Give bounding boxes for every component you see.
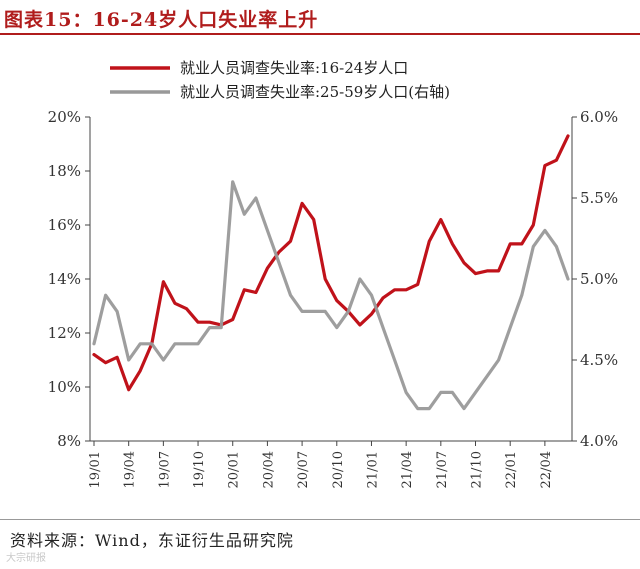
source-note: 资料来源：Wind，东证衍生品研究院 [10,531,294,550]
footer-divider [0,519,640,520]
left-tick-label: 12% [48,324,81,342]
series-youth-line [92,134,570,392]
x-tick-label: 20/07 [296,451,311,488]
left-tick-label: 8% [57,432,81,450]
x-tick-label: 19/04 [123,451,138,488]
x-tick-label: 19/07 [157,451,172,488]
figure-title: 图表15：16-24岁人口失业率上升 [4,9,319,31]
left-tick-label: 18% [48,162,81,180]
x-tick-label: 20/04 [261,451,276,488]
left-tick-label: 10% [48,378,81,396]
legend-label: 就业人员调查失业率:25-59岁人口(右轴) [180,83,450,101]
x-tick-label: 20/01 [227,451,242,488]
left-tick-label: 14% [48,270,81,288]
right-tick-label: 5.0% [580,270,618,288]
x-tick-label: 20/10 [331,451,346,488]
right-tick-label: 4.0% [580,432,618,450]
line-chart: 8% 10% 12% 14% 16% 18% 20% 4.0% 4.5% 5.0% 5.5% 6.0%… [48,59,618,488]
x-tick-label: 21/07 [435,451,450,488]
right-tick-label: 6.0% [580,108,618,126]
x-tick-label: 21/10 [470,451,485,488]
x-tick-label: 22/01 [504,451,519,488]
right-tick-label: 4.5% [580,351,618,369]
watermark-logo: 大宗研报 [6,553,46,564]
x-tick-label: 22/04 [539,451,554,488]
legend-label: 就业人员调查失业率:16-24岁人口 [180,59,408,77]
right-tick-label: 5.5% [580,189,618,207]
series-adult-line [92,180,570,411]
figure-header: 图表15：16-24岁人口失业率上升 [0,0,640,36]
x-tick-label: 19/01 [88,451,103,488]
left-tick-label: 16% [48,216,81,234]
x-tick-label: 21/01 [365,451,380,488]
left-tick-label: 20% [48,108,81,126]
title-divider [0,33,640,35]
x-tick-label: 19/10 [192,451,207,488]
x-tick-label: 21/04 [400,451,415,488]
